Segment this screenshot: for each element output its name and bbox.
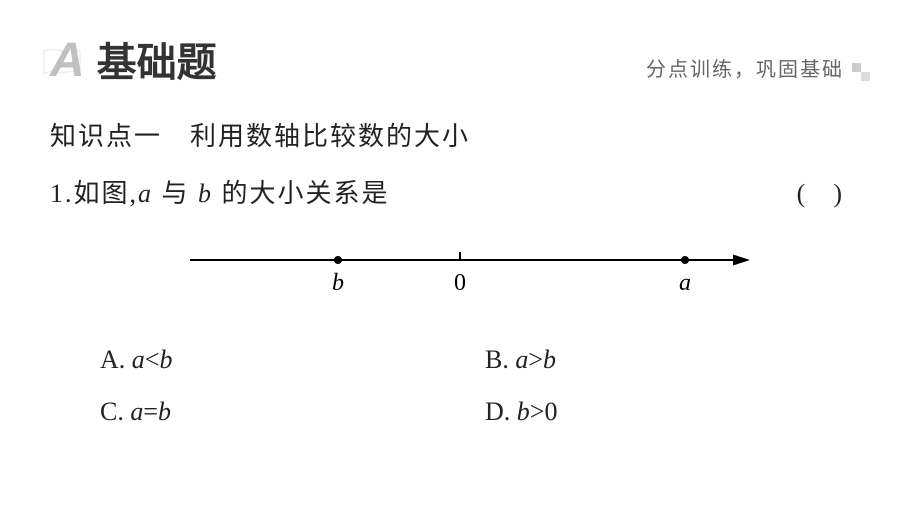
number-line-svg: b 0 a [160,235,760,310]
option-c-letter: C. [100,397,130,426]
question-mid: 与 [153,179,198,208]
option-a-v2: b [159,345,172,374]
knowledge-point-title: 利用数轴比较数的大小 [190,122,470,151]
answer-parentheses: () [797,179,870,209]
knowledge-point-label: 知识点一 [50,122,162,151]
section-title: 基础题 [97,30,217,88]
section-subtitle-group: 分点训练，巩固基础 [646,53,870,82]
knowledge-point: 知识点一 利用数轴比较数的大小 [50,116,870,153]
option-d: D. b>0 [485,397,870,427]
option-b-v1: a [515,345,528,374]
option-a-letter: A. [100,345,132,374]
paren-open: ( [797,179,834,208]
section-title-group: A 基础题 [50,30,217,88]
decor-squares-icon [852,63,870,81]
question-number: 1. [50,179,74,208]
svg-text:b: b [332,270,344,296]
section-letter: A [50,33,85,88]
option-d-v2: 0 [544,397,557,426]
option-c-v2: b [158,397,171,426]
question-var-b: b [198,179,213,208]
option-d-letter: D. [485,397,517,426]
option-b: B. a>b [485,345,870,375]
option-a-v1: a [132,345,145,374]
option-b-v2: b [543,345,556,374]
option-a-op: < [145,345,160,374]
option-c-v1: a [130,397,143,426]
question-var-a: a [138,179,153,208]
svg-text:a: a [679,270,691,296]
options-grid: A. a<b B. a>b C. a=b D. b>0 [50,345,870,427]
option-c-op: = [143,397,158,426]
svg-text:0: 0 [454,270,466,296]
question-suffix: 的大小关系是 [213,179,390,208]
paren-close: ) [833,179,870,208]
option-c: C. a=b [100,397,485,427]
question-text: 1.如图,a 与 b 的大小关系是 [50,173,390,210]
option-a: A. a<b [100,345,485,375]
option-d-v1: b [517,397,530,426]
question-prefix: 如图, [74,179,139,208]
option-d-op: > [530,397,545,426]
section-header: A 基础题 分点训练，巩固基础 [50,30,870,88]
number-line-figure: b 0 a [50,235,870,310]
option-b-op: > [528,345,543,374]
question-row: 1.如图,a 与 b 的大小关系是 () [50,173,870,210]
option-b-letter: B. [485,345,515,374]
section-subtitle: 分点训练，巩固基础 [646,59,844,81]
